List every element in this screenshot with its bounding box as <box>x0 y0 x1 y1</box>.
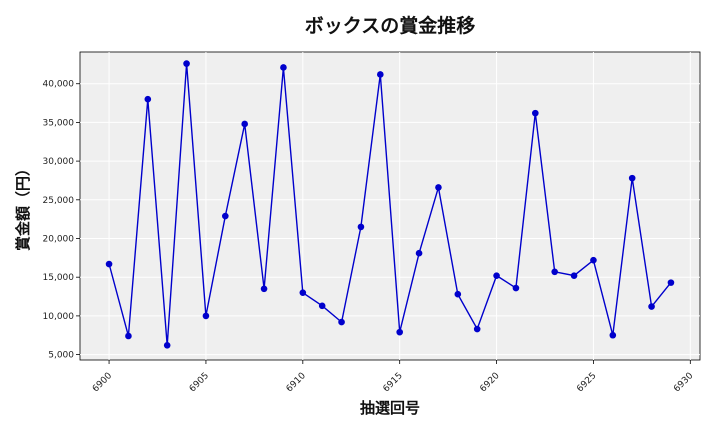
data-point <box>648 303 655 310</box>
y-tick-label: 20,000 <box>43 235 75 245</box>
data-point <box>590 256 597 264</box>
data-point <box>415 249 423 257</box>
data-point <box>357 223 365 231</box>
data-point <box>609 331 617 339</box>
data-point <box>377 71 384 78</box>
chart-title: ボックスの賞金推移 <box>305 14 475 37</box>
data-point <box>163 341 171 349</box>
x-tick-label: 6915 <box>382 371 405 394</box>
x-axis-ticks: 6900 6905 6910 6915 6920 6925 6930 <box>91 360 696 394</box>
y-tick-label: 5,000 <box>48 351 74 361</box>
y-axis-label: 賞金額（円） <box>14 161 32 251</box>
series-layer <box>105 60 675 349</box>
data-point <box>338 318 345 326</box>
y-tick-label: 15,000 <box>43 273 75 283</box>
data-point <box>532 109 539 117</box>
x-tick-label: 6925 <box>575 371 598 394</box>
x-tick-label: 6900 <box>91 371 114 394</box>
data-point <box>318 302 326 310</box>
data-point <box>125 332 132 340</box>
y-tick-label: 40,000 <box>43 80 75 90</box>
grid <box>80 52 700 360</box>
y-tick-label: 25,000 <box>43 196 75 206</box>
data-point <box>396 328 403 336</box>
data-point <box>551 268 558 276</box>
data-point <box>241 120 248 128</box>
data-point <box>667 279 675 286</box>
data-point <box>105 260 113 268</box>
data-point <box>222 212 229 220</box>
y-axis-ticks: 5,000 10,000 15,000 20,000 25,000 30,000 35,00… <box>43 80 80 361</box>
data-point <box>435 184 442 191</box>
x-tick-label: 6930 <box>672 371 695 394</box>
data-point <box>260 285 268 293</box>
y-tick-label: 30,000 <box>43 157 75 167</box>
data-point <box>454 290 462 298</box>
data-point <box>493 272 500 279</box>
data-point <box>202 312 210 320</box>
data-point <box>473 325 481 333</box>
data-point <box>280 64 287 71</box>
series-line <box>108 63 672 346</box>
x-tick-label: 6905 <box>188 371 211 394</box>
data-point <box>144 95 152 103</box>
x-tick-label: 6920 <box>478 371 501 394</box>
data-point <box>628 174 636 182</box>
data-point <box>299 289 307 296</box>
data-point <box>570 272 578 279</box>
y-tick-label: 10,000 <box>43 312 75 322</box>
data-point <box>183 60 190 67</box>
x-tick-label: 6910 <box>285 371 308 394</box>
data-point <box>512 284 520 292</box>
x-axis-label: 抽選回号 <box>360 399 420 417</box>
y-tick-label: 35,000 <box>43 118 75 128</box>
